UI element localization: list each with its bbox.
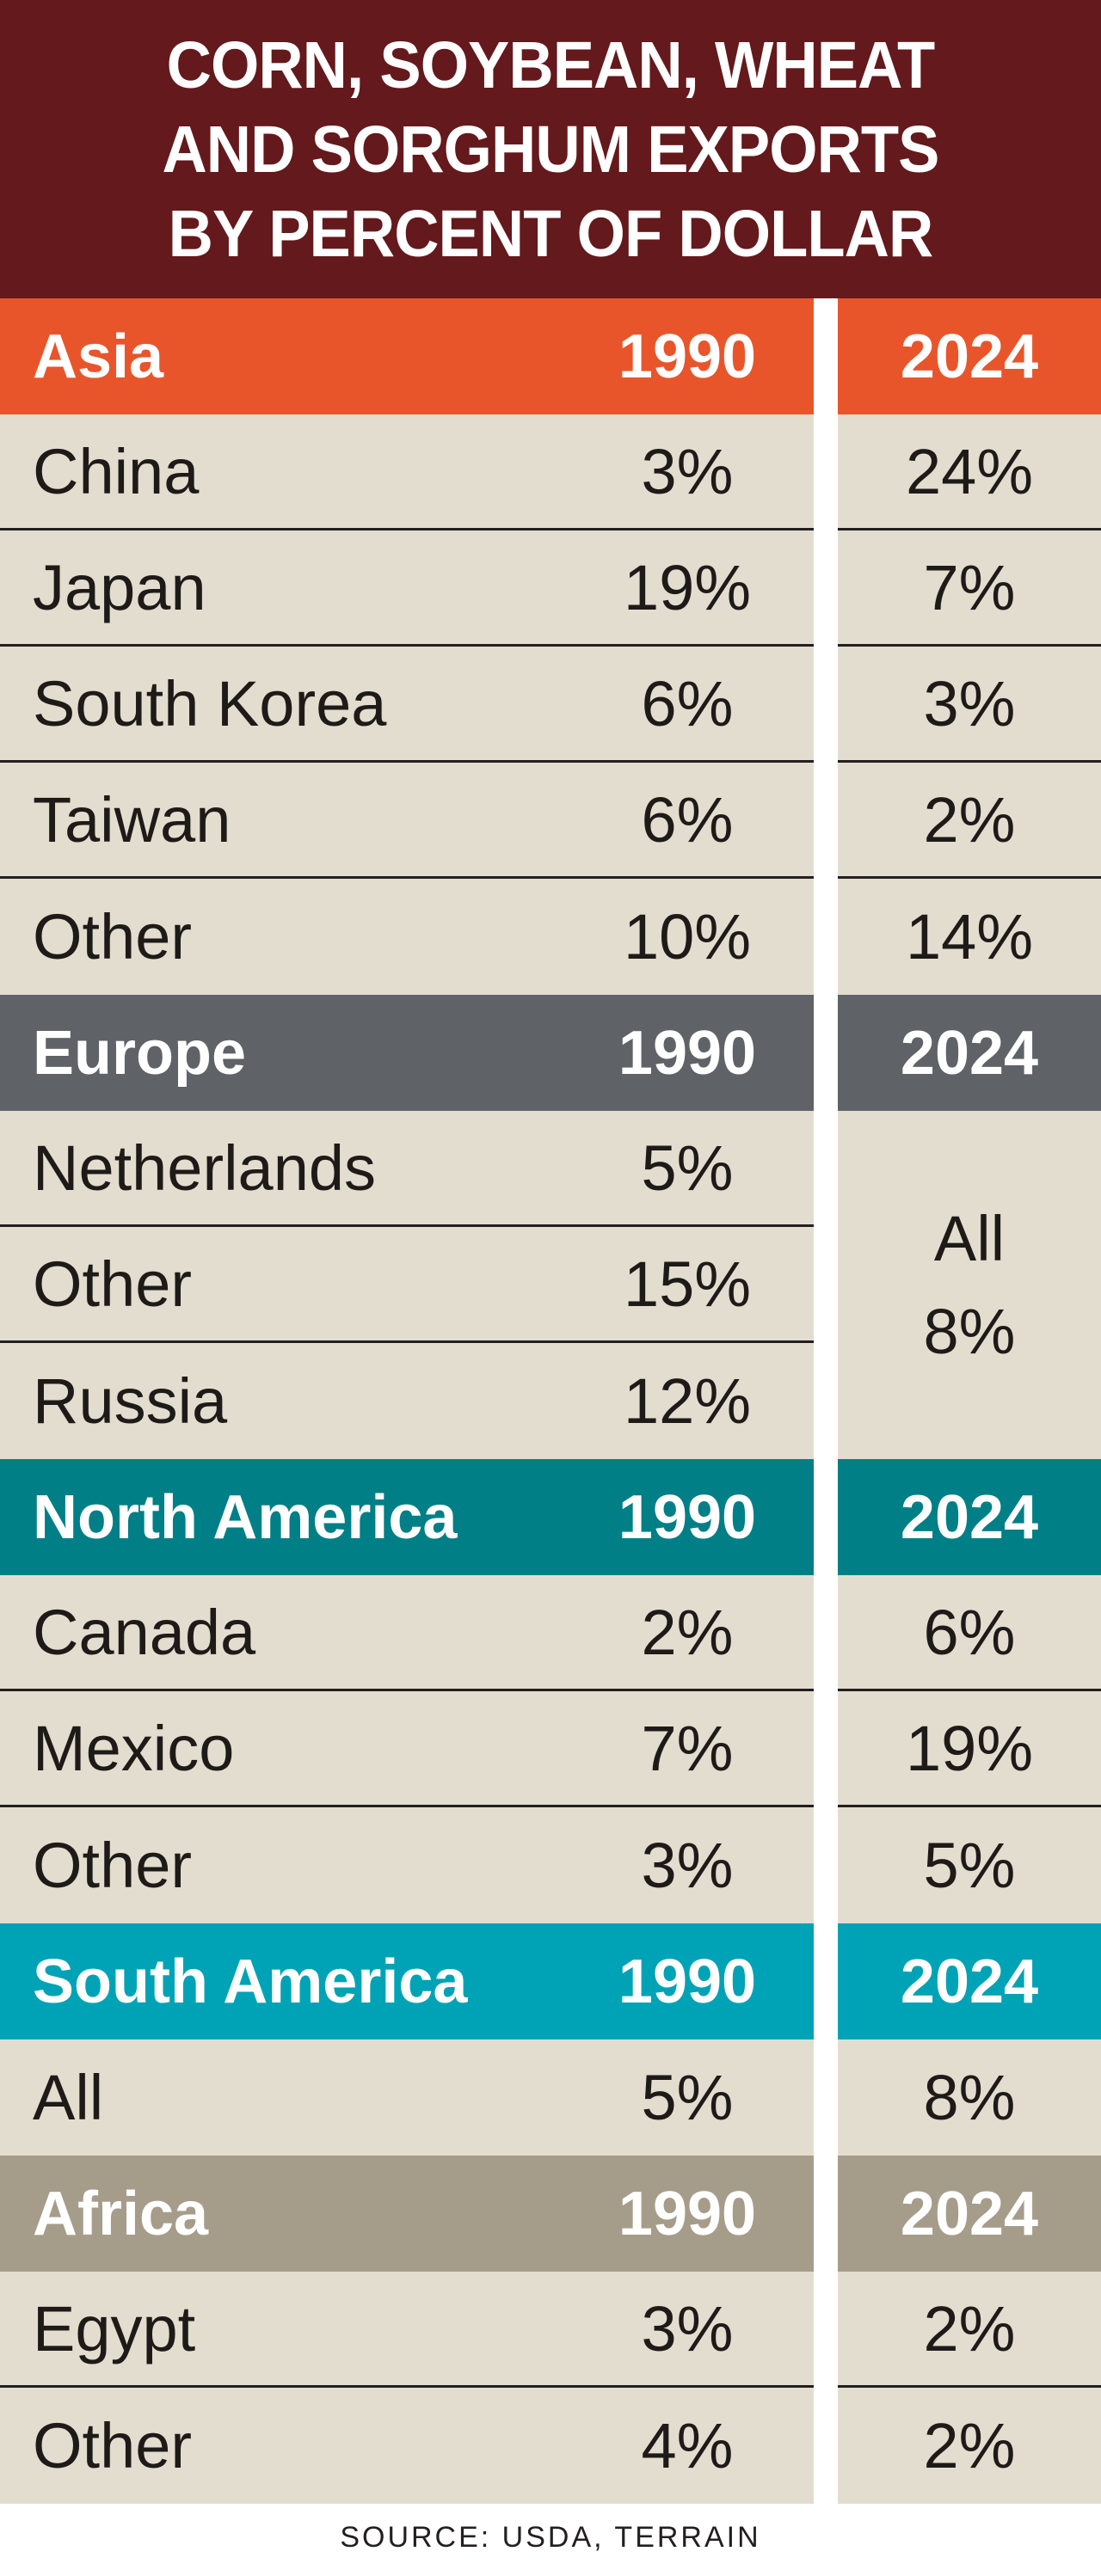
value-2024: 2% bbox=[838, 2272, 1101, 2388]
merged-value-line: 8% bbox=[923, 1295, 1016, 1367]
country-label: All bbox=[0, 2039, 561, 2156]
value-1990: 2% bbox=[561, 1575, 814, 1691]
country-label: Japan bbox=[0, 531, 561, 647]
table-row: Other 10% 14% bbox=[0, 879, 1101, 995]
column-header-1990: 1990 bbox=[561, 2156, 814, 2272]
country-label: Other bbox=[0, 2388, 561, 2504]
column-header-1990: 1990 bbox=[561, 1459, 814, 1575]
table-row: South Korea 6% 3% bbox=[0, 647, 1101, 763]
value-2024-merged: All 8% bbox=[838, 1111, 1101, 1459]
value-2024: 5% bbox=[838, 1807, 1101, 1923]
country-label: Mexico bbox=[0, 1691, 561, 1807]
source-note: SOURCE: USDA, TERRAIN bbox=[340, 2521, 761, 2554]
value-1990: 15% bbox=[561, 1227, 814, 1343]
value-1990: 3% bbox=[561, 2272, 814, 2388]
country-label: Other bbox=[0, 879, 561, 995]
value-1990: 3% bbox=[561, 1807, 814, 1923]
region-name: Africa bbox=[0, 2156, 561, 2272]
country-label: Other bbox=[0, 1227, 561, 1343]
value-2024: 3% bbox=[838, 647, 1101, 763]
country-label: Russia bbox=[0, 1343, 561, 1459]
value-1990: 10% bbox=[561, 879, 814, 995]
table-row: Other 4% 2% bbox=[0, 2388, 1101, 2504]
value-1990: 6% bbox=[561, 763, 814, 879]
table-row: Russia 12% bbox=[0, 1343, 1101, 1459]
value-1990: 7% bbox=[561, 1691, 814, 1807]
value-1990: 3% bbox=[561, 414, 814, 531]
country-label: Canada bbox=[0, 1575, 561, 1691]
column-header-2024: 2024 bbox=[838, 298, 1101, 414]
region-header-row: Europe 1990 2024 bbox=[0, 995, 1101, 1111]
region-name: Europe bbox=[0, 995, 561, 1111]
merged-value-line: All bbox=[933, 1202, 1006, 1274]
value-2024: 19% bbox=[838, 1691, 1101, 1807]
value-2024: 8% bbox=[838, 2039, 1101, 2156]
country-label: South Korea bbox=[0, 647, 561, 763]
region-name: Asia bbox=[0, 298, 561, 414]
value-2024: 2% bbox=[838, 2388, 1101, 2504]
column-header-2024: 2024 bbox=[838, 995, 1101, 1111]
chart-title: CORN, SOYBEAN, WHEAT AND SORGHUM EXPORTS… bbox=[162, 28, 939, 271]
column-header-2024: 2024 bbox=[838, 1923, 1101, 2039]
table-row: Other 3% 5% bbox=[0, 1807, 1101, 1923]
column-header-1990: 1990 bbox=[561, 995, 814, 1111]
value-2024: 7% bbox=[838, 531, 1101, 647]
region-header-row: North America 1990 2024 bbox=[0, 1459, 1101, 1575]
country-label: China bbox=[0, 414, 561, 531]
column-header-1990: 1990 bbox=[561, 298, 814, 414]
value-1990: 6% bbox=[561, 647, 814, 763]
table-row: All 5% 8% bbox=[0, 2039, 1101, 2156]
region-header-row: Asia 1990 2024 bbox=[0, 298, 1101, 414]
value-1990: 5% bbox=[561, 2039, 814, 2156]
value-1990: 4% bbox=[561, 2388, 814, 2504]
value-2024: 24% bbox=[838, 414, 1101, 531]
table-row: Japan 19% 7% bbox=[0, 531, 1101, 647]
value-2024: 14% bbox=[838, 879, 1101, 995]
country-label: Taiwan bbox=[0, 763, 561, 879]
value-1990: 5% bbox=[561, 1111, 814, 1227]
region-header-row: South America 1990 2024 bbox=[0, 1923, 1101, 2039]
value-2024: 6% bbox=[838, 1575, 1101, 1691]
table-row: Egypt 3% 2% bbox=[0, 2272, 1101, 2388]
title-banner: CORN, SOYBEAN, WHEAT AND SORGHUM EXPORTS… bbox=[0, 0, 1101, 298]
value-1990: 19% bbox=[561, 531, 814, 647]
column-header-2024: 2024 bbox=[838, 2156, 1101, 2272]
region-name: North America bbox=[0, 1459, 561, 1575]
country-label: Egypt bbox=[0, 2272, 561, 2388]
value-2024: 2% bbox=[838, 763, 1101, 879]
table-row: Other 15% bbox=[0, 1227, 1101, 1343]
table-row: Mexico 7% 19% bbox=[0, 1691, 1101, 1807]
country-label: Other bbox=[0, 1807, 561, 1923]
column-header-2024: 2024 bbox=[838, 1459, 1101, 1575]
table-row: Canada 2% 6% bbox=[0, 1575, 1101, 1691]
value-1990: 12% bbox=[561, 1343, 814, 1459]
table-row: Taiwan 6% 2% bbox=[0, 763, 1101, 879]
table-row: China 3% 24% bbox=[0, 414, 1101, 531]
table-row: Netherlands 5% bbox=[0, 1111, 1101, 1227]
region-name: South America bbox=[0, 1923, 561, 2039]
column-header-1990: 1990 bbox=[561, 1923, 814, 2039]
region-header-row: Africa 1990 2024 bbox=[0, 2156, 1101, 2272]
country-label: Netherlands bbox=[0, 1111, 561, 1227]
